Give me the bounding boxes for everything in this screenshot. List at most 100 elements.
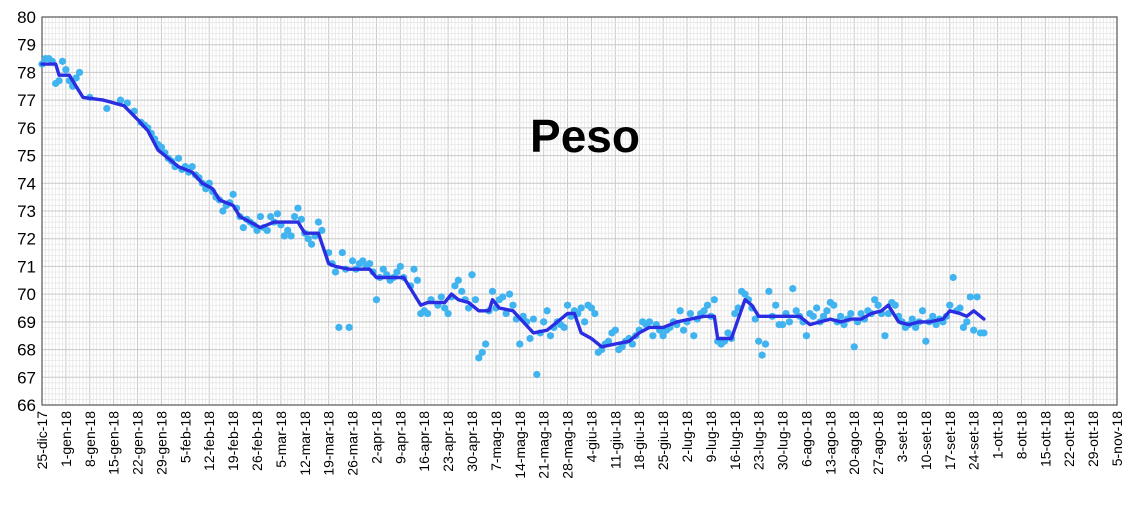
data-point [294,204,302,212]
x-tick-label: 12-mar-18 [297,411,313,476]
data-point [454,276,462,284]
data-point [772,301,780,309]
data-point [468,271,476,279]
trend-line [40,62,986,349]
y-tick-label: 71 [17,257,36,276]
data-point [676,307,684,315]
data-point [912,323,920,331]
data-point [956,304,964,312]
data-point [724,329,732,337]
data-point [700,307,708,315]
data-point [396,262,404,271]
x-tick-label: 10-set-18 [918,411,934,470]
y-tick-label: 78 [17,63,36,82]
x-tick-label: 14-mag-18 [512,411,528,479]
x-tick-label: 22-ott-18 [1061,411,1077,467]
data-point [980,329,988,337]
y-tick-label: 68 [17,341,36,360]
data-point [973,293,981,301]
x-tick-label: 19-mar-18 [321,411,337,476]
data-point [792,307,800,315]
x-tick-label: 28-mag-18 [560,411,576,479]
x-tick-label: 22-gen-18 [130,411,146,475]
data-point [331,268,340,276]
data-point [581,318,589,326]
data-point [318,226,326,234]
plot-frame [41,16,1118,406]
data-point [813,304,821,312]
data-point [424,309,432,318]
data-point [966,293,974,301]
data-point [871,296,879,304]
x-tick-label: 13-ago-18 [822,411,838,475]
data-point [451,282,459,290]
x-tick-label: 1-gen-18 [58,411,74,467]
data-point [891,301,899,309]
x-axis-ticks: 25-dic-17 1-gen-18 8-gen-18 15-gen-18 22-gen… [34,411,1125,479]
data-point [789,285,797,293]
data-point [690,332,698,340]
data-point [475,354,483,362]
data-point [949,273,957,282]
x-tick-label: 19-feb-18 [225,411,241,471]
data-point [679,326,688,334]
data-point [591,309,599,318]
y-tick-label: 80 [17,8,36,27]
x-tick-label: 30-lug-18 [775,411,791,470]
data-point [778,321,787,329]
data-point [58,57,67,65]
data-point [929,312,937,320]
x-tick-label: 25-dic-17 [34,411,50,470]
x-tick-label: 7-mag-18 [488,411,504,471]
data-point [659,332,667,340]
x-tick-label: 29-ott-18 [1085,411,1101,467]
data-point [857,309,865,318]
data-point [502,309,510,318]
y-tick-label: 67 [17,368,36,387]
data-point [836,312,845,320]
data-point [471,296,480,304]
data-point [348,257,357,265]
data-point [345,323,353,331]
y-tick-label: 72 [17,230,36,249]
data-point [75,68,84,77]
data-point [970,326,978,334]
y-tick-label: 76 [17,119,36,138]
x-tick-label: 18-giu-18 [631,411,647,470]
data-point [802,332,811,340]
data-point [785,318,793,326]
data-point [62,66,70,74]
x-tick-label: 12-feb-18 [201,411,217,471]
data-point [499,293,507,301]
data-point [751,315,759,323]
data-point [526,334,534,343]
data-point [710,296,718,304]
data-point [116,96,125,104]
data-point [263,226,271,234]
x-tick-label: 5-mar-18 [273,411,289,468]
data-point [604,337,613,345]
data-point [410,265,418,273]
data-point [256,212,265,221]
x-tick-label: 2-apr-18 [368,411,384,464]
data-point [922,337,930,345]
data-point [881,332,889,340]
x-tick-label: 15-ott-18 [1037,411,1053,467]
data-point [611,326,619,334]
data-point [686,309,695,318]
data-point [765,287,773,295]
data-point [628,340,636,348]
data-point [918,307,927,315]
data-point [645,318,654,326]
data-point [103,104,111,113]
data-point [393,268,401,276]
x-tick-label: 2-lug-18 [679,411,695,463]
x-tick-label: 26-mar-18 [345,411,361,476]
data-point [174,154,183,162]
x-tick-label: 25-giu-18 [655,411,671,470]
data-point [314,218,323,226]
x-tick-label: 11-giu-18 [607,411,623,469]
data-point [482,340,490,348]
data-point [188,163,196,171]
x-tick-label: 6-ago-18 [798,411,814,467]
